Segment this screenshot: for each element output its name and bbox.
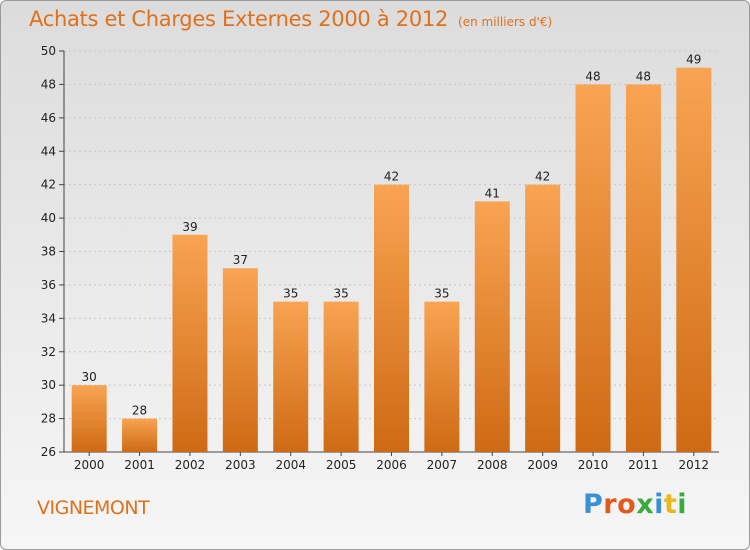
y-tick-label: 46 <box>41 111 56 125</box>
value-label: 42 <box>384 170 399 184</box>
value-label: 37 <box>233 253 248 267</box>
bar-2009 <box>525 184 561 452</box>
value-label: 41 <box>485 186 500 200</box>
x-tick-label: 2011 <box>628 458 659 472</box>
x-tick-label: 2004 <box>275 458 306 472</box>
bar-2001 <box>122 418 158 452</box>
logo-letter: i <box>654 489 664 520</box>
bar-2005 <box>323 301 359 452</box>
y-tick-label: 32 <box>41 345 56 359</box>
value-label: 30 <box>82 370 97 384</box>
x-tick-label: 2002 <box>175 458 206 472</box>
x-tick-label: 2000 <box>74 458 105 472</box>
x-tick-label: 2006 <box>376 458 407 472</box>
value-label: 48 <box>636 69 651 83</box>
y-tick-label: 26 <box>41 445 56 459</box>
y-tick-label: 44 <box>41 144 56 158</box>
bar-2010 <box>575 84 611 453</box>
proxiti-logo: Proxiti <box>583 489 687 520</box>
value-label: 49 <box>686 53 701 67</box>
value-label: 39 <box>182 220 197 234</box>
y-tick-label: 30 <box>41 378 56 392</box>
x-tick-label: 2001 <box>124 458 155 472</box>
x-tick-label: 2003 <box>225 458 256 472</box>
bar-2007 <box>424 301 460 452</box>
y-tick-label: 42 <box>41 178 56 192</box>
x-tick-label: 2007 <box>427 458 458 472</box>
y-tick-label: 36 <box>41 278 56 292</box>
x-tick-label: 2008 <box>477 458 508 472</box>
y-tick-label: 38 <box>41 245 56 259</box>
bars <box>71 67 712 453</box>
y-tick-label: 28 <box>41 412 56 426</box>
bar-2003 <box>222 268 258 452</box>
x-tick-label: 2012 <box>679 458 710 472</box>
logo-letter: r <box>603 489 618 520</box>
logo-letter: i <box>677 489 688 520</box>
value-label: 35 <box>333 287 348 301</box>
title-text: Achats et Charges Externes 2000 à 2012 <box>29 7 449 31</box>
bar-2004 <box>273 301 309 452</box>
logo-letter: x <box>636 489 655 520</box>
value-label: 48 <box>585 69 600 83</box>
bar-2012 <box>676 67 712 452</box>
x-tick-label: 2005 <box>326 458 357 472</box>
value-label: 42 <box>535 170 550 184</box>
logo-letter: P <box>583 489 604 520</box>
commune-name: VIGNEMONT <box>37 497 150 519</box>
y-tick-label: 50 <box>41 44 56 58</box>
logo-letter: t <box>663 489 678 520</box>
bar-2000 <box>71 385 107 452</box>
bar-2006 <box>374 184 409 452</box>
labels: 30 2000 28 2001 39 2002 37 2003 35 2004 35 2005 42 20… <box>74 53 709 472</box>
chart-title: Achats et Charges Externes 2000 à 2012 (e… <box>29 7 552 31</box>
bar-2011 <box>625 84 661 453</box>
x-tick-label: 2010 <box>578 458 609 472</box>
value-label: 35 <box>434 287 449 301</box>
y-tick-label: 34 <box>41 311 56 325</box>
x-tick-label: 2009 <box>527 458 558 472</box>
value-label: 28 <box>132 404 147 418</box>
bar-2008 <box>474 201 510 452</box>
value-label: 35 <box>283 287 298 301</box>
y-tick-label: 40 <box>41 211 56 225</box>
unit-note: (en milliers d'€) <box>458 15 553 29</box>
logo-letter: o <box>617 489 637 520</box>
y-tick-label: 48 <box>41 77 56 91</box>
bar-2002 <box>172 234 208 452</box>
